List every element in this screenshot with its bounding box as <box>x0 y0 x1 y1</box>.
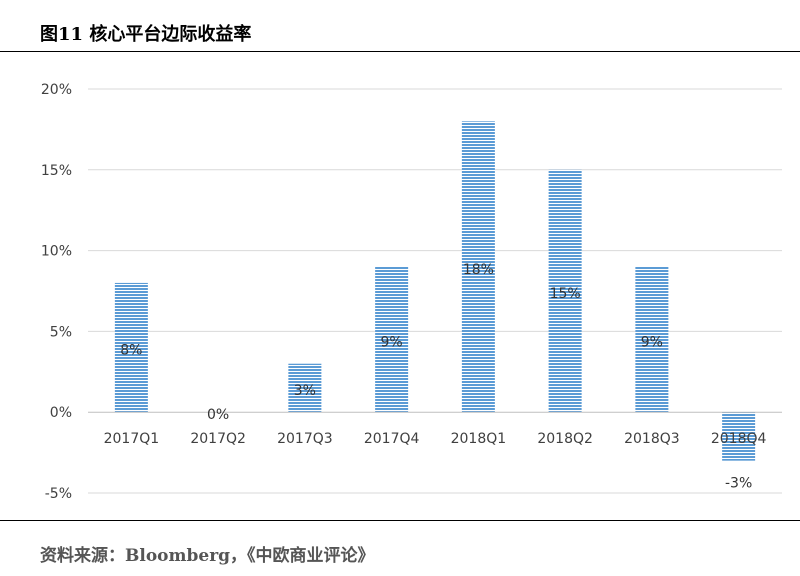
x-axis-ticks: 2017Q1 2017Q2 2017Q3 2017Q4 2018Q1 2018Q2 2018… <box>104 431 767 447</box>
data-label: 0% <box>207 407 229 423</box>
data-label: -3% <box>725 476 752 492</box>
data-label: 8% <box>120 343 142 359</box>
bar-chart: 20%15%10%5%0%-5% 2017Q1 2017Q2 2017Q3 2017Q… <box>41 82 782 502</box>
x-tick-label: 2018Q4 <box>711 431 767 447</box>
y-tick-label: 10% <box>41 244 72 260</box>
data-label: 15% <box>550 286 581 302</box>
x-tick-label: 2018Q1 <box>451 431 507 447</box>
data-labels: 8% 0% 3% 9% 18% 15% 9% -3% <box>120 262 752 492</box>
x-tick-label: 2017Q4 <box>364 431 420 447</box>
bar-2017Q1 <box>114 282 148 413</box>
source-note: 资料来源：Bloomberg，《中欧商业评论》 <box>40 546 375 566</box>
y-tick-label: 0% <box>50 405 72 421</box>
bars <box>114 121 756 461</box>
y-tick-label: 15% <box>41 163 72 179</box>
bar-2018Q2 <box>548 169 582 413</box>
data-label: 9% <box>381 334 403 350</box>
bar-2017Q3 <box>288 363 322 413</box>
y-tick-label: 20% <box>41 82 72 98</box>
x-tick-label: 2018Q3 <box>624 431 680 447</box>
bar-2018Q4 <box>722 412 756 461</box>
bar-2018Q3 <box>635 266 669 413</box>
x-tick-label: 2017Q3 <box>277 431 333 447</box>
y-tick-label: -5% <box>45 486 72 502</box>
data-label: 9% <box>641 334 663 350</box>
x-tick-label: 2017Q1 <box>104 431 160 447</box>
x-tick-label: 2017Q2 <box>190 431 246 447</box>
y-axis-ticks: 20% 15% 10% 5% 0% -5% <box>41 82 72 502</box>
figure-title: 图11 核心平台边际收益率 <box>40 24 252 45</box>
y-tick-label: 5% <box>50 324 72 340</box>
data-label: 3% <box>294 383 316 399</box>
bar-2018Q1 <box>461 121 495 413</box>
top-rule <box>0 51 800 52</box>
x-tick-label: 2018Q2 <box>537 431 593 447</box>
bottom-rule <box>0 520 800 521</box>
bar-2017Q4 <box>375 266 409 413</box>
data-label: 18% <box>463 262 494 278</box>
